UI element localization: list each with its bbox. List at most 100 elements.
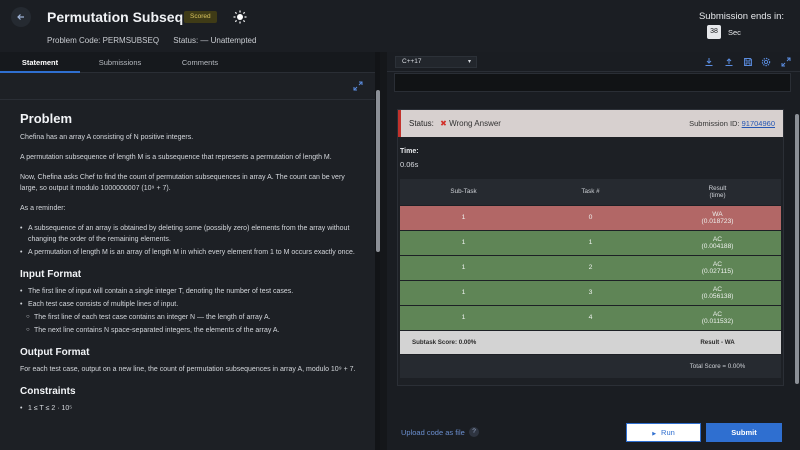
attempt-status: Status: — Unattempted [173, 36, 257, 45]
result-time: (0.011532) [701, 317, 734, 325]
statement-toolbar [0, 73, 375, 100]
result-verdict: AC [712, 235, 723, 243]
result-time: (0.018723) [701, 217, 734, 225]
total-spacer [400, 353, 654, 378]
column-header: Result (time) [654, 179, 781, 205]
question-icon[interactable]: ? [469, 427, 479, 437]
time-label: Time: [400, 148, 419, 155]
subtask-cell: 1 [400, 304, 527, 330]
time-value: 0.06s [400, 160, 419, 169]
constraints-list: 1 ≤ T ≤ 2 · 10⁵ [20, 403, 360, 414]
statement-scrollbar[interactable] [376, 90, 380, 252]
editor-scrollbar[interactable] [795, 114, 799, 384]
list-item: A permutation of length M is an array of… [20, 247, 360, 258]
result-verdict: WA [712, 210, 723, 218]
status-label: Status: ✖ Wrong Answer [409, 119, 501, 128]
list-item: A subsequence of an array is obtained by… [20, 223, 360, 245]
run-label: Run [661, 428, 675, 437]
submission-id: Submission ID: 91704960 [689, 119, 775, 128]
language-select[interactable]: C++17 ▾ [395, 56, 477, 68]
sun-icon[interactable] [233, 10, 247, 24]
settings-icon[interactable] [761, 57, 771, 67]
task-cell: 4 [527, 304, 654, 330]
expand-icon[interactable] [781, 57, 791, 67]
result-cell: AC (0.004188) [654, 229, 781, 255]
list-item: The first line of input will contain a s… [20, 286, 360, 297]
task-cell: 1 [527, 229, 654, 255]
problem-meta: Problem Code: PERMSUBSEQ Status: — Unatt… [47, 36, 268, 45]
submission-id-link[interactable]: 91704960 [741, 119, 775, 128]
result-verdict: AC [712, 285, 723, 293]
arrow-left-icon [17, 14, 24, 20]
tab-comments[interactable]: Comments [181, 58, 219, 67]
status-label-text: Status: [409, 119, 434, 128]
timer-unit: Sec [728, 28, 741, 37]
result-cell: AC (0.011532) [654, 304, 781, 330]
run-button[interactable]: ▶ Run [626, 423, 701, 442]
play-icon: ▶ [652, 431, 657, 437]
chevron-down-icon: ▾ [467, 59, 471, 65]
table-row: 1 2 AC (0.027115) [400, 254, 781, 280]
problem-title: Permutation Subseque… [47, 9, 214, 25]
statement-paragraph: Chefina has an array A consisting of N p… [20, 134, 194, 141]
status-bar: Status: ✖ Wrong Answer Submission ID: 91… [398, 110, 783, 137]
panel-divider[interactable] [380, 52, 765, 450]
result-cell: WA (0.018723) [654, 204, 781, 230]
statement-paragraph: As a reminder: [20, 205, 66, 212]
result-cell: AC (0.027115) [654, 254, 781, 280]
statement-panel: Problem Chefina has an array A consistin… [0, 73, 375, 450]
table-row: 1 0 WA (0.018723) [400, 204, 781, 230]
result-summary: Result - WA [654, 329, 781, 354]
subtask-cell: 1 [400, 254, 527, 280]
subtask-cell: 1 [400, 229, 527, 255]
reminder-list: A subsequence of an array is obtained by… [20, 223, 360, 258]
statement-title: Problem [20, 111, 73, 126]
statement-paragraph: Now, Chefina asks Chef to find the count… [20, 174, 345, 192]
result-card: Status: ✖ Wrong Answer Submission ID: 91… [397, 109, 784, 386]
tab-statement[interactable]: Statement [0, 52, 80, 73]
subtask-cell: 1 [400, 204, 527, 230]
column-header: Task # [527, 179, 654, 205]
table-row: 1 3 AC (0.056138) [400, 279, 781, 305]
subtask-score: Subtask Score: 0.00% [400, 329, 654, 354]
result-cell: AC (0.056138) [654, 279, 781, 305]
save-icon[interactable] [743, 57, 753, 67]
header: Permutation Subseque… Scored Problem Cod… [0, 0, 800, 52]
result-verdict: AC [712, 310, 723, 318]
tab-bar: Statement Submissions Comments [0, 52, 375, 73]
list-item: The first line of each test case contain… [20, 312, 360, 323]
output-format-title: Output Format [20, 347, 90, 358]
result-time: (0.056138) [701, 292, 734, 300]
upload-icon[interactable] [724, 57, 734, 67]
download-icon[interactable] [704, 57, 714, 67]
editor-toolbar: C++17 ▾ [387, 52, 800, 72]
submit-button[interactable]: Submit [706, 423, 782, 442]
table-header-row: Sub-Task Task # Result (time) [400, 179, 781, 205]
editor-panel: C++17 ▾ Status: ✖ Wrong Answer Submissio… [387, 52, 800, 450]
code-editor[interactable] [394, 73, 791, 92]
list-item: 1 ≤ T ≤ 2 · 10⁵ [20, 403, 360, 414]
problem-code: Problem Code: PERMSUBSEQ [47, 36, 160, 45]
statement-paragraph: A permutation subsequence of length M is… [20, 154, 332, 161]
list-item: The next line contains N space-separated… [20, 325, 360, 336]
timer-value: 38 [707, 25, 721, 39]
task-cell: 3 [527, 279, 654, 305]
result-time: (0.027115) [701, 267, 734, 275]
result-time: (0.004188) [701, 242, 734, 250]
back-button[interactable] [11, 7, 31, 27]
table-row: 1 4 AC (0.011532) [400, 304, 781, 330]
upload-code-link[interactable]: Upload code as file [401, 428, 465, 437]
total-score: Total Score = 0.00% [654, 353, 781, 378]
submission-id-label: Submission ID: [689, 119, 740, 128]
constraints-title: Constraints [20, 386, 76, 397]
subtask-cell: 1 [400, 279, 527, 305]
expand-icon[interactable] [353, 81, 363, 91]
language-value: C++17 [402, 58, 422, 65]
tab-submissions[interactable]: Submissions [98, 58, 142, 67]
scored-badge: Scored [184, 11, 217, 23]
input-format-title: Input Format [20, 269, 82, 280]
table-row: 1 1 AC (0.004188) [400, 229, 781, 255]
list-item: Each test case consists of multiple line… [20, 299, 360, 310]
task-cell: 2 [527, 254, 654, 280]
result-verdict: AC [712, 260, 723, 268]
